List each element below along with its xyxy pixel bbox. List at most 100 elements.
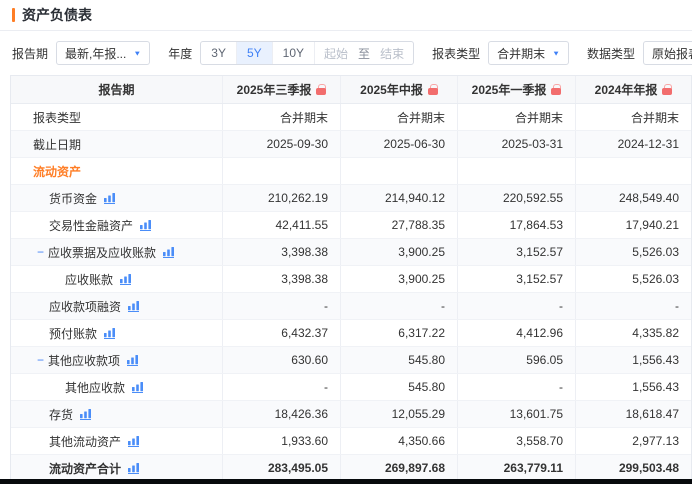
cell: 4,412.96 bbox=[458, 320, 576, 346]
row-label: 报表类型 bbox=[33, 110, 82, 125]
cell: 2025-06-30 bbox=[341, 131, 458, 157]
row-label: 预付账款 bbox=[49, 326, 98, 341]
bar-chart-icon[interactable] bbox=[80, 408, 92, 420]
header-col-2025q1: 2025年一季报 bbox=[458, 76, 576, 103]
cell: 12,055.29 bbox=[341, 401, 458, 427]
cell: 4,350.66 bbox=[341, 428, 458, 454]
title-accent-bar bbox=[12, 8, 15, 22]
year-option-10y[interactable]: 10Y bbox=[273, 42, 316, 64]
cell: 269,897.68 bbox=[341, 455, 458, 481]
cell: 4,335.82 bbox=[632, 326, 679, 340]
window-bottom-edge bbox=[0, 479, 692, 484]
bar-chart-icon[interactable] bbox=[104, 327, 116, 339]
bar-chart-icon[interactable] bbox=[120, 273, 132, 285]
cell: 5,526.03 bbox=[632, 245, 679, 259]
table-row: − 其他应收款项 630.60 545.80 596.05 1,556.43 bbox=[11, 347, 691, 374]
collapse-toggle-icon[interactable]: − bbox=[37, 353, 45, 367]
cell: 6,432.37 bbox=[223, 320, 341, 346]
cell: 545.80 bbox=[341, 374, 458, 400]
row-label: 流动资产合计 bbox=[49, 461, 122, 476]
report-period-value: 最新,年报... bbox=[65, 46, 127, 61]
cell: - bbox=[223, 293, 341, 319]
bar-chart-icon[interactable] bbox=[104, 192, 116, 204]
report-type-value: 合并期末 bbox=[497, 46, 546, 61]
cell: 17,940.21 bbox=[625, 218, 679, 232]
bar-chart-icon[interactable] bbox=[128, 462, 140, 474]
year-option-3y[interactable]: 3Y bbox=[201, 42, 237, 64]
cell bbox=[223, 158, 341, 184]
filter-bar: 报告期 最新,年报... ▼ 年度 3Y 5Y 10Y 起始 至 结束 报表类型… bbox=[0, 31, 692, 75]
cell: 1,933.60 bbox=[223, 428, 341, 454]
balance-sheet-table: 报告期 2025年三季报 2025年中报 2025年一季报 2024年年报 报表… bbox=[10, 75, 692, 482]
cell: 42,411.55 bbox=[223, 212, 341, 238]
bar-chart-icon[interactable] bbox=[128, 435, 140, 447]
cell: 2025-09-30 bbox=[223, 131, 341, 157]
table-row: 截止日期 2025-09-30 2025-06-30 2025-03-31 20… bbox=[11, 131, 691, 158]
report-type-select[interactable]: 合并期末 ▼ bbox=[488, 41, 570, 65]
cell: 630.60 bbox=[223, 347, 341, 373]
cell bbox=[458, 158, 576, 184]
page-header: 资产负债表 bbox=[0, 0, 692, 30]
report-period-select[interactable]: 最新,年报... ▼ bbox=[56, 41, 151, 65]
header-col-2025h1: 2025年中报 bbox=[341, 76, 458, 103]
cell: 3,900.25 bbox=[341, 266, 458, 292]
cell: - bbox=[458, 293, 576, 319]
lock-icon bbox=[427, 84, 438, 95]
lock-icon bbox=[662, 84, 673, 95]
year-label: 年度 bbox=[168, 46, 193, 61]
cell: 合并期末 bbox=[341, 104, 458, 130]
year-range-filter: 年度 3Y 5Y 10Y 起始 至 结束 bbox=[168, 41, 415, 65]
cell: 299,503.48 bbox=[618, 461, 679, 475]
bar-chart-icon[interactable] bbox=[127, 354, 139, 366]
cell: 2025-03-31 bbox=[458, 131, 576, 157]
row-label: 应收账款 bbox=[65, 272, 114, 287]
divider bbox=[0, 30, 692, 31]
data-type-select[interactable]: 原始报表 ▼ bbox=[643, 41, 692, 65]
header-col-2025q3: 2025年三季报 bbox=[223, 76, 341, 103]
cell: 545.80 bbox=[341, 347, 458, 373]
table-row: 报表类型 合并期末 合并期末 合并期末 合并期末 bbox=[11, 104, 691, 131]
row-label: 其他应收款项 bbox=[48, 353, 121, 368]
cell: 248,549.40 bbox=[618, 191, 679, 205]
cell: 3,398.38 bbox=[223, 239, 341, 265]
cell: 214,940.12 bbox=[341, 185, 458, 211]
bar-chart-icon[interactable] bbox=[163, 246, 175, 258]
cell: - bbox=[223, 374, 341, 400]
cell: 13,601.75 bbox=[458, 401, 576, 427]
lock-icon bbox=[316, 84, 327, 95]
cell: 18,426.36 bbox=[223, 401, 341, 427]
cell: 210,262.19 bbox=[223, 185, 341, 211]
collapse-toggle-icon[interactable]: − bbox=[37, 245, 45, 259]
data-type-label: 数据类型 bbox=[587, 46, 636, 61]
table-row: 应收款项融资 - - - - bbox=[11, 293, 691, 320]
row-label: 交易性金融资产 bbox=[49, 218, 134, 233]
cell: 6,317.22 bbox=[341, 320, 458, 346]
report-type-filter: 报表类型 合并期末 ▼ bbox=[432, 41, 570, 65]
range-end-input[interactable]: 结束 bbox=[380, 46, 405, 61]
row-label: 其他应收款 bbox=[65, 380, 126, 395]
range-to-label: 至 bbox=[358, 46, 371, 61]
cell: 合并期末 bbox=[458, 104, 576, 130]
range-start-input[interactable]: 起始 bbox=[324, 46, 349, 61]
cell: 17,864.53 bbox=[458, 212, 576, 238]
cell: 5,526.03 bbox=[632, 272, 679, 286]
cell: 合并期末 bbox=[630, 110, 679, 125]
cell bbox=[576, 158, 691, 184]
cell: 27,788.35 bbox=[341, 212, 458, 238]
cell: 1,556.43 bbox=[632, 380, 679, 394]
table-row: 货币资金 210,262.19 214,940.12 220,592.55 24… bbox=[11, 185, 691, 212]
table-row: − 应收票据及应收账款 3,398.38 3,900.25 3,152.57 5… bbox=[11, 239, 691, 266]
bar-chart-icon[interactable] bbox=[140, 219, 152, 231]
bar-chart-icon[interactable] bbox=[132, 381, 144, 393]
cell: 283,495.05 bbox=[223, 455, 341, 481]
chevron-down-icon: ▼ bbox=[133, 49, 142, 57]
report-period-filter: 报告期 最新,年报... ▼ bbox=[12, 41, 151, 65]
year-option-5y[interactable]: 5Y bbox=[236, 42, 273, 64]
section-label: 流动资产 bbox=[33, 164, 82, 179]
table-row: 交易性金融资产 42,411.55 27,788.35 17,864.53 17… bbox=[11, 212, 691, 239]
table-row: 预付账款 6,432.37 6,317.22 4,412.96 4,335.82 bbox=[11, 320, 691, 347]
bar-chart-icon[interactable] bbox=[128, 300, 140, 312]
table-row: 其他流动资产 1,933.60 4,350.66 3,558.70 2,977.… bbox=[11, 428, 691, 455]
row-label: 其他流动资产 bbox=[49, 434, 122, 449]
cell: 18,618.47 bbox=[625, 407, 679, 421]
